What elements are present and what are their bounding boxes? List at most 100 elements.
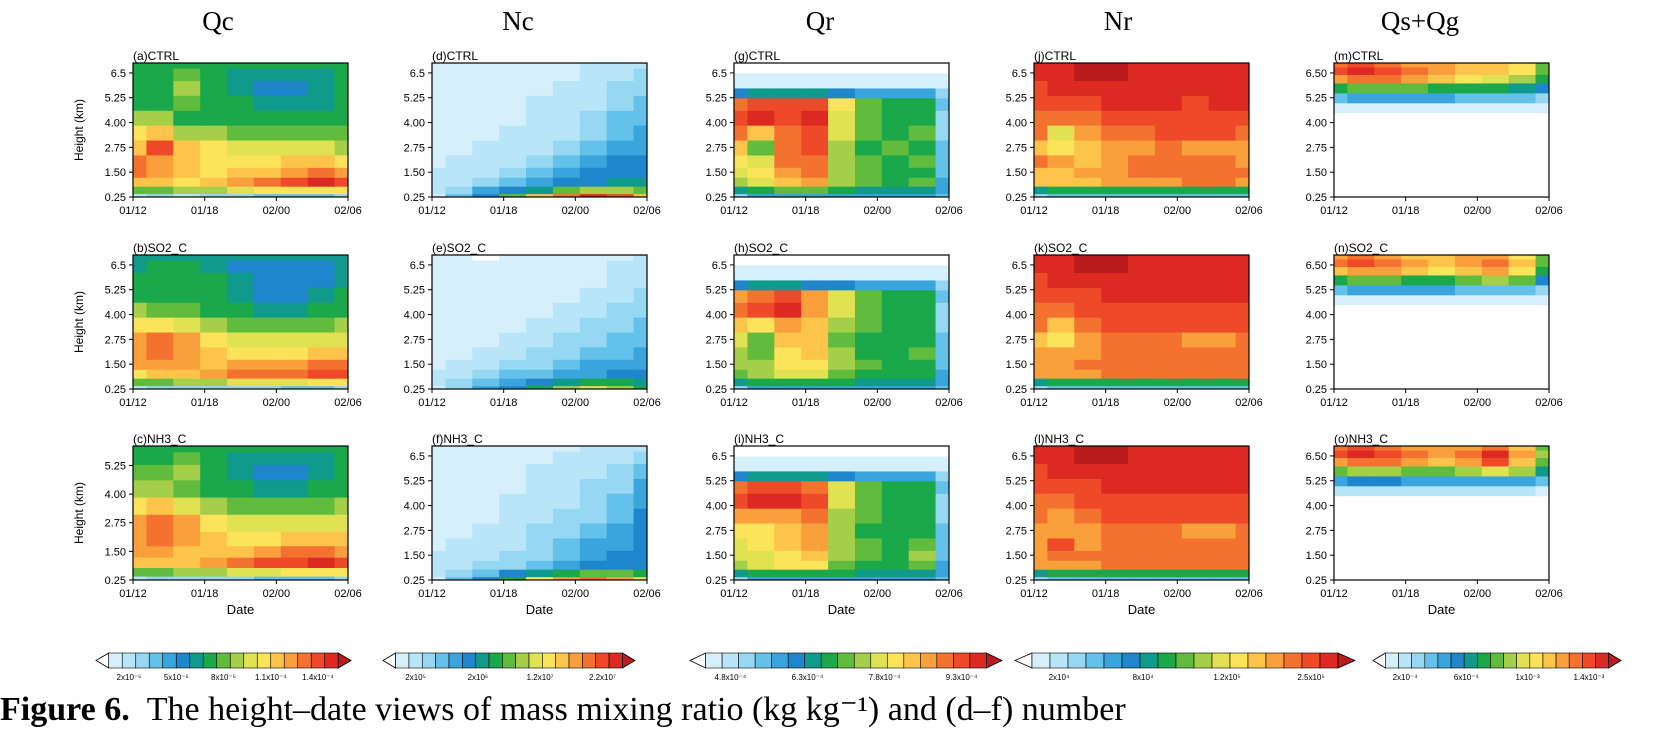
heatmap-cell bbox=[1235, 80, 1249, 96]
heatmap-cell bbox=[472, 576, 500, 580]
heatmap-cell bbox=[1181, 493, 1210, 509]
heatmap-cell bbox=[881, 480, 910, 494]
heatmap-cell bbox=[253, 302, 282, 318]
heatmap-cell bbox=[774, 302, 802, 318]
heatmap-cell bbox=[1208, 186, 1237, 195]
heatmap-cell bbox=[1347, 92, 1375, 104]
heatmap-cell bbox=[472, 193, 500, 197]
heatmap-cell bbox=[908, 493, 937, 509]
heatmap-cell bbox=[1034, 317, 1049, 333]
heatmap-cell bbox=[1128, 302, 1156, 318]
heatmap-cell bbox=[1128, 450, 1156, 464]
colorbar-box bbox=[1555, 652, 1570, 669]
heatmap-cell bbox=[854, 537, 883, 551]
heatmap-cell bbox=[1334, 112, 1349, 126]
heatmap-cell bbox=[1454, 167, 1483, 178]
heatmap-cell bbox=[828, 110, 856, 126]
heatmap-cell bbox=[633, 346, 647, 360]
heatmap-cell bbox=[606, 560, 635, 570]
y-tick-label: 2.75 bbox=[706, 334, 727, 346]
heatmap-cell bbox=[1454, 550, 1483, 561]
heatmap-cell bbox=[1181, 317, 1210, 333]
colorbar-label: 2.2x10⁷ bbox=[589, 673, 616, 682]
heatmap-cell bbox=[734, 537, 749, 551]
heatmap-cell bbox=[606, 95, 635, 111]
heatmap-cell bbox=[1374, 167, 1402, 178]
heatmap-cell bbox=[854, 279, 883, 291]
heatmap-cell bbox=[935, 154, 949, 168]
heatmap-cell bbox=[1101, 154, 1129, 168]
colorbar-label: 4.8x10⁻⁴ bbox=[715, 673, 747, 682]
heatmap-cell bbox=[1401, 284, 1429, 296]
heatmap-cell bbox=[1454, 465, 1483, 477]
heatmap-cell bbox=[200, 255, 228, 261]
colorbar-box bbox=[175, 652, 191, 669]
heatmap-cell bbox=[1235, 125, 1249, 141]
heatmap-cell bbox=[1334, 495, 1349, 509]
heatmap-cell bbox=[801, 302, 829, 318]
heatmap-cell bbox=[307, 369, 336, 379]
heatmap-cell bbox=[1235, 576, 1249, 580]
heatmap-cell bbox=[445, 177, 473, 187]
heatmap-cell bbox=[1401, 66, 1429, 76]
x-tick-label: 01/12 bbox=[418, 205, 446, 217]
heatmap-cell bbox=[1454, 446, 1483, 451]
heatmap-cell bbox=[307, 110, 336, 126]
x-tick-label: 01/18 bbox=[191, 588, 219, 600]
heatmap-cell bbox=[526, 346, 554, 360]
heatmap-cell bbox=[200, 514, 228, 532]
heatmap-cell bbox=[1481, 186, 1510, 195]
heatmap-cell bbox=[828, 569, 856, 578]
heatmap-cell bbox=[1034, 193, 1049, 197]
colorbar-box bbox=[162, 652, 177, 669]
heatmap-cell bbox=[334, 154, 348, 168]
heatmap-cell bbox=[445, 378, 473, 387]
heatmap-cell bbox=[734, 550, 749, 561]
heatmap-cell bbox=[801, 346, 829, 360]
heatmap-cell bbox=[499, 569, 527, 578]
colorbar-box bbox=[1595, 652, 1609, 669]
heatmap-cell bbox=[280, 110, 309, 126]
heatmap-cell bbox=[1034, 186, 1049, 195]
heatmap-cell bbox=[1208, 193, 1237, 197]
heatmap-cell bbox=[1401, 139, 1429, 156]
heatmap-cell bbox=[1334, 82, 1349, 94]
colorbar-label: 2.5x10⁵ bbox=[1297, 673, 1324, 682]
panel-frame bbox=[1033, 254, 1250, 390]
x-axis-title: Date bbox=[828, 602, 855, 617]
y-tick-label: 5.25 bbox=[1006, 476, 1027, 488]
colorbar-label: 1.4x10⁻⁴ bbox=[302, 673, 334, 682]
heatmap-cell bbox=[579, 302, 608, 318]
heatmap-cell bbox=[1181, 508, 1210, 524]
heatmap-cell bbox=[1208, 378, 1237, 387]
heatmap-cell bbox=[801, 279, 829, 291]
heatmap-cell bbox=[1208, 550, 1237, 561]
y-tick-label: 1.50 bbox=[404, 550, 425, 562]
heatmap-cell bbox=[146, 496, 174, 515]
heatmap-cell bbox=[935, 167, 949, 178]
heatmap-cell bbox=[432, 259, 447, 273]
heatmap-cell bbox=[1374, 576, 1402, 580]
heatmap-cell bbox=[1401, 274, 1429, 286]
heatmap-cell bbox=[828, 279, 856, 291]
heatmap-cell bbox=[606, 259, 635, 273]
heatmap-cell bbox=[1535, 317, 1549, 333]
colorbar-high-triangle bbox=[1337, 652, 1356, 669]
heatmap-cell bbox=[1128, 259, 1156, 273]
heatmap-cell bbox=[307, 287, 336, 303]
heatmap-cell bbox=[606, 317, 635, 333]
heatmap-cell bbox=[1535, 112, 1549, 126]
heatmap-cell bbox=[1374, 378, 1402, 387]
heatmap-cell bbox=[227, 272, 255, 288]
heatmap-cell bbox=[1374, 446, 1402, 451]
heatmap-cell bbox=[334, 496, 348, 515]
heatmap-cell bbox=[828, 493, 856, 509]
heatmap-cell bbox=[526, 378, 554, 387]
heatmap-cell bbox=[633, 550, 647, 561]
heatmap-cell bbox=[1208, 508, 1237, 524]
heatmap-cell bbox=[253, 255, 282, 261]
heatmap-cell bbox=[1481, 177, 1510, 187]
heatmap-cell bbox=[499, 154, 527, 168]
heatmap-cell bbox=[1347, 186, 1375, 195]
colorbar-box bbox=[1211, 652, 1231, 669]
